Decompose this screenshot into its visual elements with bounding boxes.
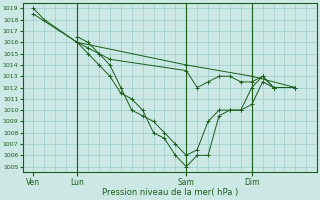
X-axis label: Pression niveau de la mer( hPa ): Pression niveau de la mer( hPa ) (102, 188, 238, 197)
